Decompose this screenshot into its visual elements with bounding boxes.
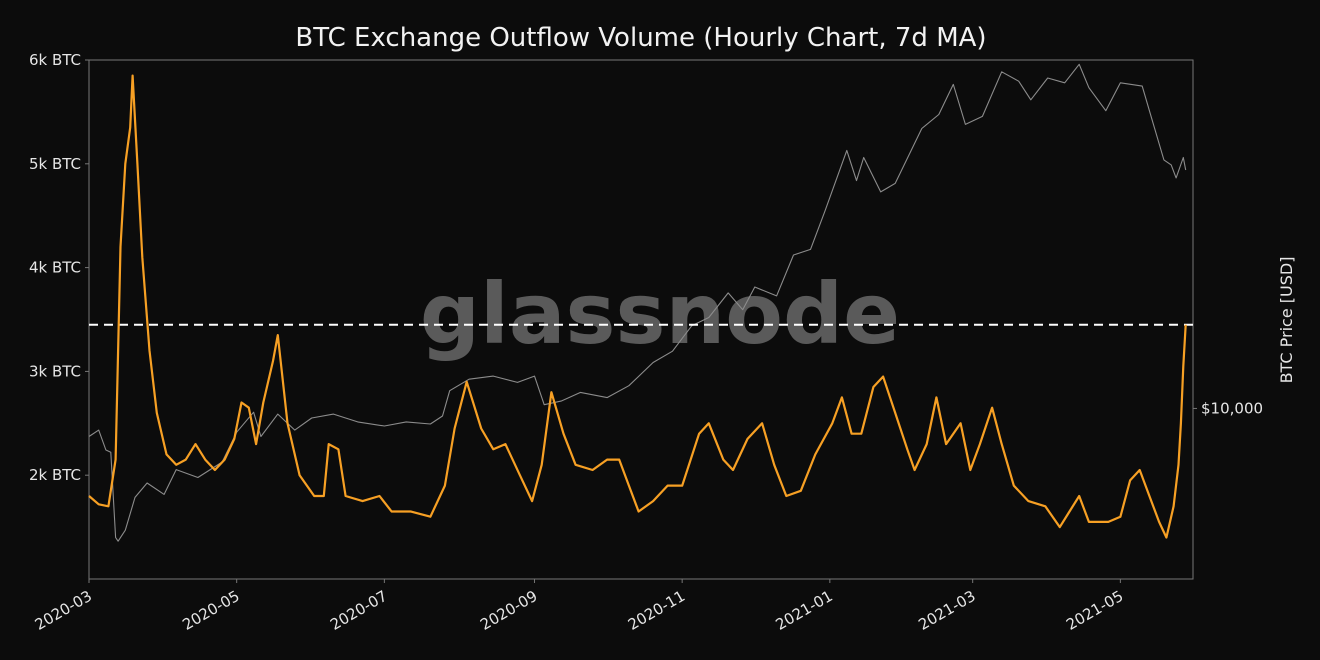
left-y-axis: 2k BTC 3k BTC 4k BTC 5k BTC 6k BTC	[29, 51, 89, 484]
x-tick-label: 2020-05	[179, 587, 242, 634]
outflow-line	[88, 74, 1187, 539]
left-tick-label: 5k BTC	[29, 155, 81, 173]
price-line	[88, 63, 1187, 542]
x-tick-label: 2021-03	[915, 587, 978, 634]
right-tick-label: $10,000	[1201, 399, 1263, 417]
right-y-axis: $10,000	[1193, 399, 1263, 417]
chart-title: BTC Exchange Outflow Volume (Hourly Char…	[295, 23, 986, 53]
left-tick-label: 3k BTC	[29, 362, 81, 380]
left-tick-label: 2k BTC	[29, 466, 81, 484]
right-axis-label: BTC Price [USD]	[1277, 257, 1296, 384]
x-tick-label: 2020-03	[32, 587, 95, 634]
x-tick-label: 2020-09	[477, 587, 540, 634]
x-tick-label: 2021-01	[773, 587, 836, 634]
x-tick-label: 2021-05	[1063, 587, 1126, 634]
x-tick-label: 2020-11	[625, 587, 688, 634]
x-axis: 2020-03 2020-05 2020-07 2020-09 2020-11 2021-…	[32, 579, 1126, 634]
plot-frame	[88, 59, 1194, 580]
left-tick-label: 6k BTC	[29, 51, 81, 69]
left-tick-label: 4k BTC	[29, 259, 81, 277]
glassnode-watermark: glassnode	[420, 265, 900, 363]
outflow-series	[88, 74, 1187, 539]
x-tick-label: 2020-07	[327, 587, 390, 634]
price-series	[88, 63, 1187, 542]
